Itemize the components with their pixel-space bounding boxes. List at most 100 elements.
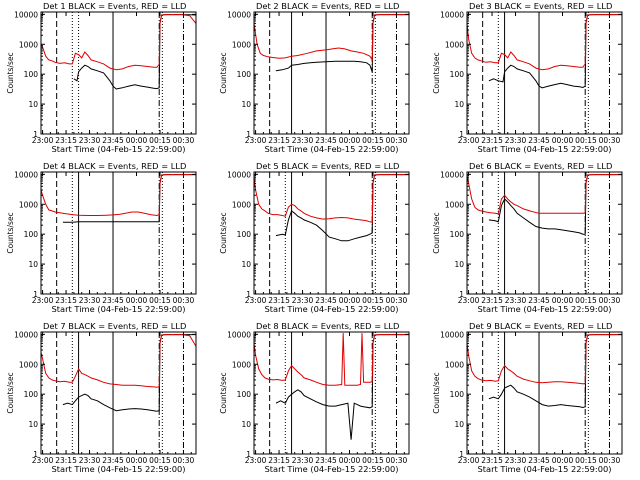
x-tick-label: 00:15	[149, 296, 171, 305]
y-tick-label: 10	[241, 100, 251, 109]
x-tick-label: 00:15	[362, 456, 384, 465]
detector-panel-5: Det 5 BLACK = Events, RED = LLD 1 10 100 100…	[219, 161, 410, 314]
y-tick-label: 1000	[232, 360, 251, 369]
y-tick-label: 10000	[227, 330, 251, 339]
x-tick-label: 23:00	[245, 296, 267, 305]
x-tick-label: 00:30	[173, 456, 195, 465]
x-tick-label: 23:45	[102, 456, 124, 465]
x-tick-label: 23:15	[481, 456, 503, 465]
y-tick-label: 100	[450, 230, 465, 239]
x-axis-title: Start Time (04-Feb-15 22:59:00)	[477, 464, 611, 474]
x-axis-title: Start Time (04-Feb-15 22:59:00)	[51, 304, 185, 314]
x-tick-label: 23:45	[315, 296, 337, 305]
x-tick-label: 00:00	[339, 296, 361, 305]
events-series-line	[73, 14, 196, 90]
events-series-line	[275, 14, 409, 72]
x-tick-label: 00:00	[552, 456, 574, 465]
x-tick-label: 00:30	[599, 456, 621, 465]
x-tick-label: 00:30	[386, 456, 408, 465]
x-tick-label: 23:15	[268, 296, 290, 305]
lld-series-line	[467, 14, 622, 71]
x-tick-label: 00:00	[126, 296, 148, 305]
y-tick-label: 10	[241, 260, 251, 269]
x-tick-label: 23:45	[528, 456, 550, 465]
x-tick-label: 00:30	[386, 136, 408, 145]
x-tick-label: 23:30	[79, 296, 101, 305]
x-tick-label: 23:45	[528, 296, 550, 305]
y-tick-label: 1000	[445, 200, 464, 209]
y-tick-label: 1	[246, 290, 251, 299]
y-tick-label: 100	[237, 70, 252, 79]
y-tick-label: 10	[28, 100, 38, 109]
detector-panel-6: Det 6 BLACK = Events, RED = LLD 1 10 100 100…	[432, 161, 623, 314]
events-series-line	[488, 174, 622, 235]
y-tick-label: 1	[33, 290, 38, 299]
detector-panel-1: Det 1 BLACK = Events, RED = LLD 1 10 100 100…	[6, 1, 197, 154]
plot-frame	[40, 11, 197, 135]
plot-frame	[253, 331, 410, 455]
y-axis-title: Counts/sec	[432, 52, 441, 93]
y-tick-label: 1	[246, 450, 251, 459]
lld-series-line	[41, 334, 196, 388]
x-tick-label: 23:30	[505, 456, 527, 465]
y-tick-label: 100	[450, 390, 465, 399]
x-axis-title: Start Time (04-Feb-15 22:59:00)	[477, 144, 611, 154]
x-tick-label: 00:15	[362, 296, 384, 305]
x-tick-label: 23:00	[458, 456, 480, 465]
panel-title: Det 9 BLACK = Events, RED = LLD	[469, 321, 612, 331]
x-tick-label: 23:00	[245, 136, 267, 145]
y-tick-label: 1	[33, 130, 38, 139]
y-tick-label: 100	[237, 390, 252, 399]
y-axis-title: Counts/sec	[432, 372, 441, 413]
x-tick-label: 00:30	[173, 136, 195, 145]
x-tick-label: 00:15	[362, 136, 384, 145]
x-tick-label: 23:30	[292, 296, 314, 305]
plot-frame	[466, 11, 623, 135]
y-tick-label: 100	[24, 390, 39, 399]
x-tick-label: 00:15	[575, 296, 597, 305]
x-axis-title: Start Time (04-Feb-15 22:59:00)	[51, 464, 185, 474]
panel-title: Det 6 BLACK = Events, RED = LLD	[469, 161, 612, 171]
x-tick-label: 23:45	[315, 456, 337, 465]
x-tick-label: 00:15	[149, 456, 171, 465]
x-tick-label: 23:30	[292, 136, 314, 145]
y-tick-label: 10000	[227, 10, 251, 19]
panel-title: Det 7 BLACK = Events, RED = LLD	[43, 321, 186, 331]
events-series-line	[488, 334, 622, 409]
x-tick-label: 23:15	[268, 136, 290, 145]
lld-series-line	[467, 334, 622, 385]
lld-series-line	[254, 174, 409, 223]
x-tick-label: 00:30	[386, 296, 408, 305]
x-axis-title: Start Time (04-Feb-15 22:59:00)	[264, 464, 398, 474]
x-tick-label: 23:30	[79, 136, 101, 145]
lld-series-line	[254, 14, 409, 62]
x-tick-label: 23:30	[292, 456, 314, 465]
y-tick-label: 10	[454, 420, 464, 429]
y-tick-label: 1000	[232, 40, 251, 49]
y-tick-label: 10000	[440, 170, 464, 179]
y-tick-label: 1000	[19, 200, 38, 209]
y-tick-label: 100	[24, 70, 39, 79]
y-tick-label: 10000	[440, 330, 464, 339]
x-tick-label: 23:00	[245, 456, 267, 465]
y-tick-label: 100	[450, 70, 465, 79]
x-tick-label: 23:15	[481, 296, 503, 305]
y-tick-label: 1000	[19, 360, 38, 369]
x-tick-label: 00:15	[575, 456, 597, 465]
detector-panel-7: Det 7 BLACK = Events, RED = LLD 1 10 100 100…	[6, 321, 197, 474]
y-tick-label: 10000	[440, 10, 464, 19]
x-tick-label: 23:00	[32, 456, 54, 465]
x-tick-label: 23:15	[55, 296, 77, 305]
y-axis-title: Counts/sec	[6, 372, 15, 413]
lld-series-line	[254, 333, 409, 386]
panel-title: Det 1 BLACK = Events, RED = LLD	[43, 1, 186, 11]
y-axis-title: Counts/sec	[6, 52, 15, 93]
y-tick-label: 1	[246, 130, 251, 139]
x-axis-title: Start Time (04-Feb-15 22:59:00)	[264, 144, 398, 154]
x-tick-label: 23:15	[481, 136, 503, 145]
y-tick-label: 1000	[19, 40, 38, 49]
y-axis-title: Counts/sec	[219, 372, 228, 413]
y-tick-label: 10000	[14, 170, 38, 179]
x-tick-label: 23:30	[79, 456, 101, 465]
plot-frame	[466, 331, 623, 455]
